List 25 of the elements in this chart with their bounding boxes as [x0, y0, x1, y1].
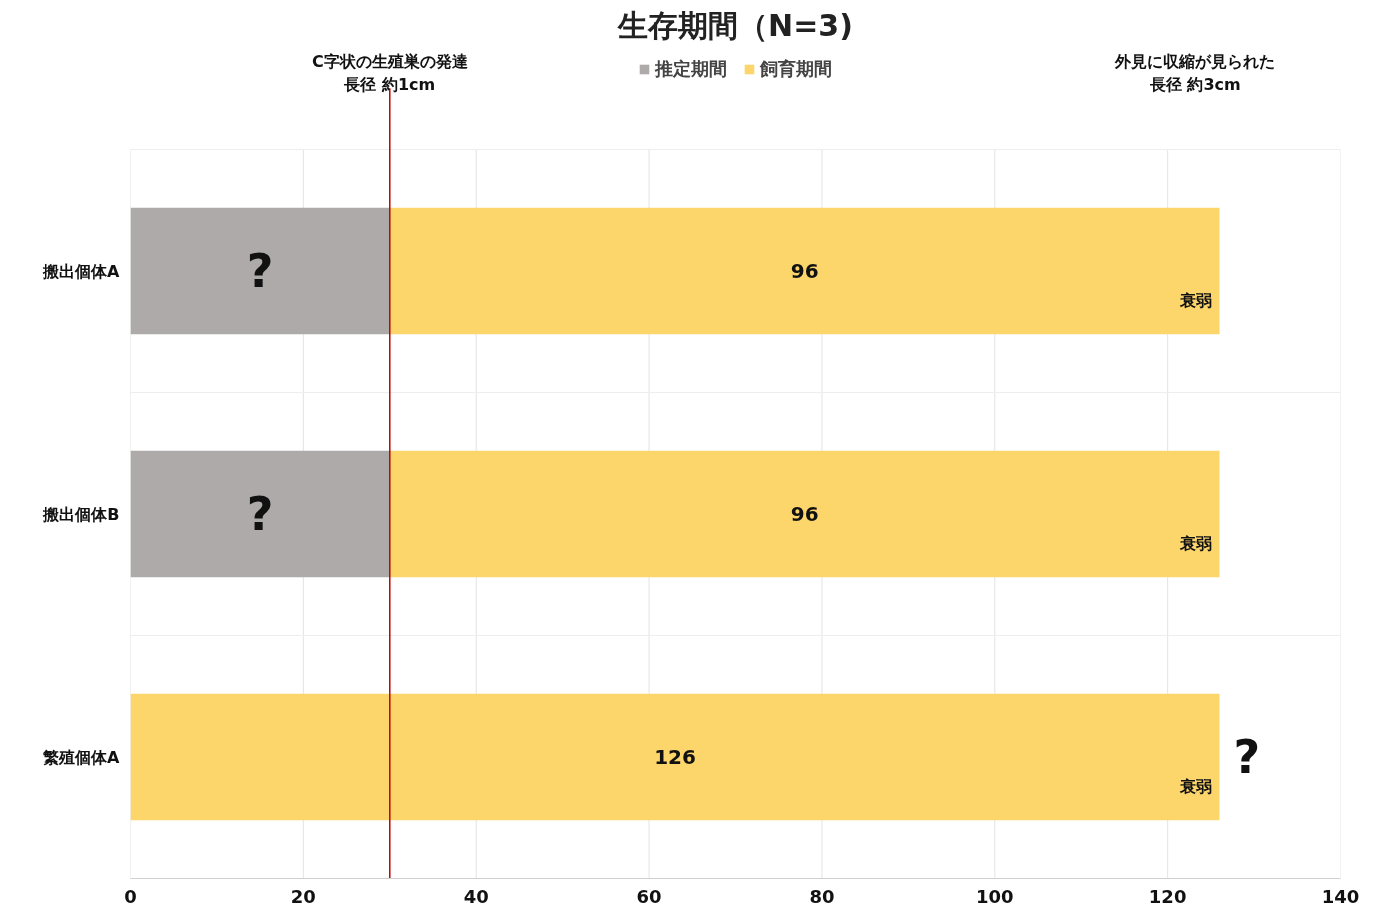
annotation: 衰弱: [1178, 776, 1212, 796]
data-label: ?: [246, 487, 274, 542]
x-tick-label: 140: [1321, 885, 1360, 907]
legend-label: 飼育期間: [760, 57, 832, 81]
data-label: ?: [246, 244, 274, 299]
data-label: 96: [790, 259, 819, 284]
text: 外見に収縮が見られた長径 約3cm: [1114, 52, 1276, 95]
chart-title: 生存期間（N=3): [617, 7, 853, 43]
y-tick-label: 搬出個体B: [42, 504, 120, 524]
data-label: 126: [654, 745, 696, 770]
x-tick-label: 120: [1148, 885, 1187, 907]
x-tick-label: 0: [124, 885, 137, 907]
legend-label: 推定期間: [655, 57, 727, 81]
annotation: 衰弱: [1178, 533, 1212, 553]
y-tick-label: 繁殖個体A: [42, 747, 121, 767]
annotation: 衰弱: [1178, 290, 1212, 310]
x-tick-label: 100: [976, 885, 1014, 907]
x-tick-label: 40: [463, 885, 489, 907]
annotation: ?: [1233, 730, 1261, 785]
x-tick-label: 80: [809, 885, 835, 907]
x-tick-label: 60: [636, 885, 662, 907]
y-tick-label: 搬出個体A: [42, 261, 121, 281]
data-label: 96: [790, 502, 819, 527]
ref-line-label: C字状の生殖巣の発達長径 約1cm: [311, 52, 468, 95]
x-tick-label: 20: [290, 885, 316, 907]
